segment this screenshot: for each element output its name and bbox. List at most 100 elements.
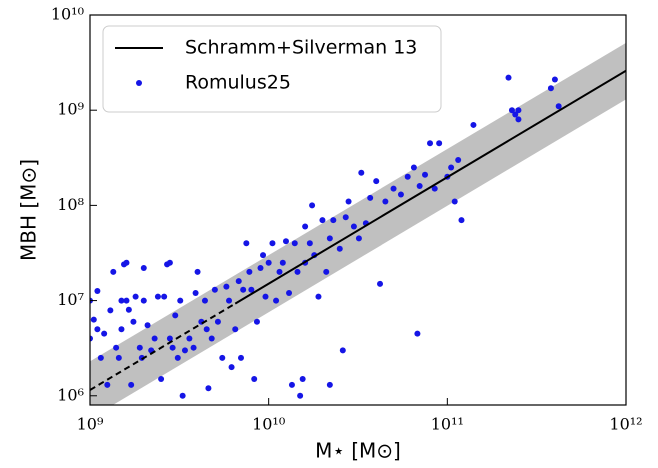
data-point <box>410 164 417 171</box>
x-axis-label: M⋆ [M⊙] <box>315 439 401 463</box>
data-point <box>377 280 384 287</box>
data-point <box>94 288 101 295</box>
data-point <box>302 223 309 230</box>
data-point <box>427 140 434 147</box>
scatter-band <box>90 42 626 405</box>
data-point <box>515 107 522 114</box>
legend: Schramm+Silverman 13 Romulus25 <box>102 25 442 113</box>
data-point <box>211 286 218 293</box>
legend-label: Romulus25 <box>185 72 291 94</box>
x-tick-label: 10¹⁰ <box>252 415 285 434</box>
data-point <box>350 223 357 230</box>
data-point <box>181 347 188 354</box>
data-point <box>201 297 208 304</box>
data-point <box>128 381 135 388</box>
data-point <box>416 182 423 189</box>
data-point <box>273 297 280 304</box>
legend-swatch <box>136 80 142 86</box>
data-point <box>132 293 139 300</box>
data-point <box>257 264 264 271</box>
data-point <box>282 238 289 245</box>
data-point <box>345 198 352 205</box>
data-point <box>192 290 199 297</box>
data-point <box>125 306 132 313</box>
y-tick-label: 10⁹ <box>57 100 84 119</box>
y-tick-label: 10¹⁰ <box>51 5 84 24</box>
data-point <box>436 140 443 147</box>
data-point <box>288 381 295 388</box>
y-tick-label: 10⁶ <box>57 385 84 404</box>
data-point <box>194 268 201 275</box>
data-point <box>323 268 330 275</box>
data-point <box>422 171 429 178</box>
data-point <box>243 240 250 247</box>
data-point <box>470 121 477 128</box>
data-point <box>458 217 465 224</box>
data-point <box>276 268 283 275</box>
data-point <box>130 318 137 325</box>
data-point <box>326 381 333 388</box>
data-point <box>154 293 161 300</box>
data-point <box>448 164 455 171</box>
data-point <box>390 185 397 192</box>
data-point <box>203 326 210 333</box>
data-point <box>179 392 186 399</box>
data-point <box>508 107 515 114</box>
data-point <box>512 111 519 118</box>
data-point <box>161 293 168 300</box>
data-point <box>451 198 458 205</box>
data-point <box>265 259 272 266</box>
data-point <box>237 354 244 361</box>
data-point <box>547 85 554 92</box>
axes-frame <box>89 14 627 406</box>
data-point <box>101 330 108 337</box>
data-point <box>223 283 230 290</box>
data-point <box>355 235 362 242</box>
data-point <box>151 335 158 342</box>
data-point <box>208 335 215 342</box>
data-point <box>228 364 235 371</box>
y-axis-label: MBH [M⊙] <box>17 159 41 261</box>
data-point <box>414 330 421 337</box>
fit-line <box>90 302 236 391</box>
data-point <box>309 202 316 209</box>
x-tick-label: 10⁹ <box>77 415 104 434</box>
data-point <box>169 344 176 351</box>
data-point <box>342 214 349 221</box>
legend-box <box>102 25 442 113</box>
data-point <box>262 293 269 300</box>
data-point <box>431 185 438 192</box>
data-point <box>291 240 298 247</box>
legend-label: Schramm+Silverman 13 <box>185 37 417 59</box>
data-point <box>555 103 562 110</box>
data-point <box>174 354 181 361</box>
data-point <box>240 286 247 293</box>
data-point <box>515 116 522 123</box>
data-point <box>219 354 226 361</box>
data-point <box>118 326 125 333</box>
data-point <box>205 385 212 392</box>
y-tick-label: 10⁸ <box>57 195 84 214</box>
data-point <box>166 259 173 266</box>
data-point <box>269 240 276 247</box>
data-point <box>279 259 286 266</box>
data-point <box>397 191 404 198</box>
x-tick-label: 10¹¹ <box>431 415 464 434</box>
data-point <box>214 318 221 325</box>
data-point <box>286 290 293 297</box>
data-point <box>177 297 184 304</box>
data-point <box>115 354 122 361</box>
data-point <box>315 293 322 300</box>
data-point <box>306 240 313 247</box>
data-point <box>373 178 380 185</box>
data-point <box>232 326 239 333</box>
data-point <box>123 297 130 304</box>
data-point <box>404 173 411 180</box>
data-point <box>113 344 120 351</box>
data-point <box>110 268 117 275</box>
data-point <box>158 376 165 383</box>
data-point <box>248 286 255 293</box>
data-point <box>90 335 93 342</box>
data-point <box>140 297 147 304</box>
